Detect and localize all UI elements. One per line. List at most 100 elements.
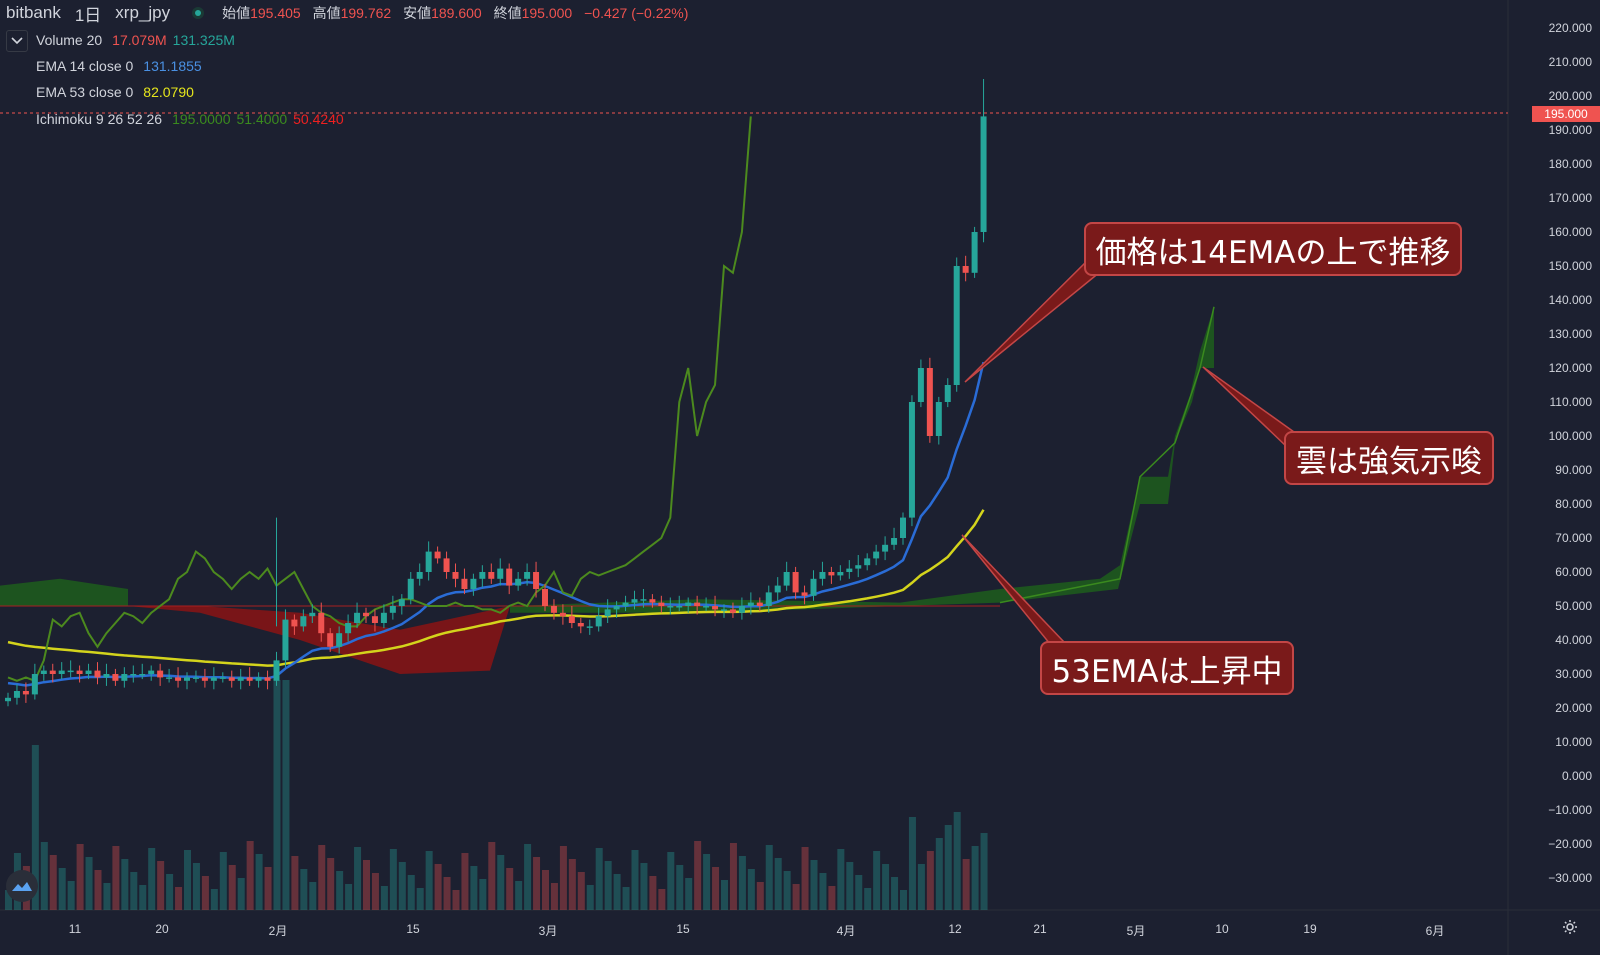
volume-bar [363,860,370,910]
volume-bar [112,846,120,910]
volume-bar [515,881,523,910]
volume-bar [971,846,979,910]
candle-body [228,677,235,681]
candle-body [461,578,468,589]
candle-body [121,674,128,681]
candle-body [873,551,880,559]
indicator-lines [7,116,985,687]
y-tick-label: 220.000 [1548,21,1592,35]
volume-bar [550,883,558,910]
volume-bar [721,880,728,910]
volume-bar [166,874,174,910]
callout-pointer [964,261,1102,383]
candle-body [765,592,772,606]
volume-bar [470,866,478,910]
candle-body [801,592,808,596]
candle-body [649,599,656,603]
callout-cloud-bullish: 雲は強気示唆 [1284,431,1494,485]
x-tick-label: 19 [1303,922,1317,936]
y-tick-label: 60.000 [1555,565,1592,579]
volume-bar [130,872,138,910]
y-tick-label: −20.000 [1548,837,1592,851]
candle-body [506,568,513,586]
volume-bar [533,857,541,910]
legend-ema14[interactable]: EMA 14 close 0 131.1855 [36,55,208,77]
lagging-span-line [7,116,752,683]
candle-body [282,619,289,661]
volume-bar [327,858,335,910]
candle-body [291,619,298,627]
candle-body [729,609,736,613]
candle-body [586,626,593,628]
candle-body [595,616,602,627]
candle-body [819,572,826,579]
change-value: −0.427 (−0.22%) [584,5,689,21]
candle-body [130,674,137,676]
candle-body [246,677,253,681]
candle-body [425,551,432,572]
candle-body [336,633,343,647]
y-tick-label: 140.000 [1548,293,1592,307]
volume-bar [434,864,442,910]
volume-bar [568,859,576,910]
candle-body [85,670,92,674]
volume-bar [631,850,639,910]
candle-body [488,572,495,579]
candle-body [139,674,146,676]
volume-bar [640,863,648,910]
candle-body [944,385,951,402]
volume-bar [443,877,451,910]
interval-label[interactable]: 1日 [74,5,102,25]
candle-body [255,677,262,681]
gear-icon[interactable] [1560,917,1580,937]
volume-bar [506,868,514,910]
annotation-arrows [0,112,1508,645]
legend-ema53[interactable]: EMA 53 close 0 82.0790 [36,81,200,103]
high-value: 199.762 [340,5,392,21]
volume-bar [783,871,791,910]
exchange-name[interactable]: bitbank [6,3,61,22]
volume-bar [801,847,809,910]
y-tick-label: 10.000 [1555,735,1592,749]
volume-bar [85,857,93,910]
volume-bar [282,680,290,910]
volume-bar [649,876,657,910]
legend-ichimoku[interactable]: Ichimoku 9 26 52 26 195.0000 51.4000 50.… [36,108,350,130]
candle-body [604,609,611,617]
y-tick-label: 150.000 [1548,259,1592,273]
volume-bar [953,812,961,910]
y-tick-label: 20.000 [1555,701,1592,715]
callout-ema53-rising: 53EMAは上昇中 [1040,641,1294,695]
candle-body [5,697,11,702]
candles [5,79,987,707]
volume-bar [873,851,881,910]
pair-name[interactable]: xrp_jpy [115,3,171,22]
collapse-legend-button[interactable] [6,30,28,52]
volume-bar [273,680,281,910]
volume-bar [309,882,317,910]
candle-body [103,674,110,678]
open-value: 195.405 [250,5,301,21]
candle-body [407,578,414,600]
x-tick-label: 4月 [836,924,856,938]
volume-bar [935,838,943,910]
volume-bar [246,841,254,910]
candle-body [703,606,710,608]
tradingview-logo-icon[interactable] [6,870,38,902]
volume-bar [810,860,818,910]
last-price-tag: 195.000 [1532,106,1600,122]
bearish-cloud [128,606,510,674]
volume-bar [255,854,263,910]
legend-volume[interactable]: Volume 20 17.079M 131.325M [36,29,241,51]
candle-body [631,599,638,603]
ichimoku-v2: 51.4000 [236,111,288,127]
volume-bar [559,846,567,910]
volume-bar [703,854,711,910]
candle-body [900,517,906,538]
candle-body [497,568,504,579]
y-tick-label: 0.000 [1561,769,1592,783]
volume-bar [5,890,12,910]
volume-bar [201,876,209,910]
candle-body [846,568,853,572]
